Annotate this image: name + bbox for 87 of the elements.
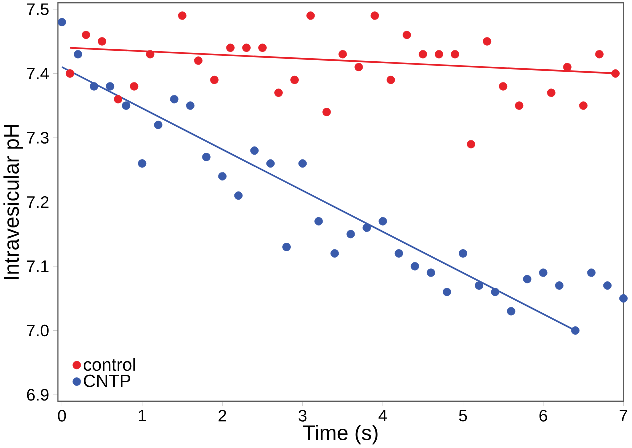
x-tick-label: 1	[139, 410, 146, 422]
point	[290, 76, 300, 84]
point	[146, 50, 155, 59]
point	[426, 268, 436, 278]
point	[114, 95, 123, 104]
point	[483, 37, 492, 46]
point	[274, 88, 283, 98]
point	[394, 249, 404, 258]
point	[362, 224, 372, 232]
x-tick-label: 5	[459, 410, 468, 422]
point	[418, 50, 428, 59]
point	[250, 146, 259, 155]
point	[178, 12, 187, 20]
point	[443, 288, 452, 296]
point	[386, 76, 396, 84]
point	[98, 37, 107, 46]
y-tick-label: 7.0	[27, 324, 49, 337]
point	[507, 307, 516, 316]
point	[226, 44, 235, 52]
x-tick-label: 6	[540, 410, 548, 422]
point	[579, 102, 588, 110]
point	[499, 82, 508, 91]
point	[571, 326, 580, 335]
point	[242, 44, 251, 52]
point	[515, 102, 524, 110]
point	[74, 50, 82, 59]
x-tick-label: 4	[378, 410, 388, 422]
point	[563, 62, 572, 72]
point	[410, 262, 420, 271]
y-tick-label: 7.3	[27, 132, 49, 144]
y-tick-label: 7.1	[27, 260, 49, 272]
point	[611, 69, 620, 78]
point	[210, 76, 219, 84]
y-tick-label: 6.9	[27, 389, 49, 401]
point	[266, 159, 275, 168]
point	[322, 108, 332, 116]
point	[194, 56, 203, 65]
point	[378, 217, 388, 226]
point	[539, 268, 548, 278]
point	[354, 62, 364, 72]
point	[467, 140, 476, 148]
point	[154, 120, 163, 130]
y-tick-label: 7.5	[27, 4, 49, 16]
x-axis-title: Time (s)	[303, 424, 378, 444]
point	[282, 242, 291, 252]
point	[82, 30, 90, 40]
x-tick-label: 3	[298, 410, 307, 422]
point	[523, 275, 532, 284]
x-tick-label: 0	[58, 410, 66, 422]
point	[170, 95, 179, 104]
point	[218, 172, 227, 181]
y-tick-label: 7.4	[27, 68, 50, 80]
point	[547, 88, 556, 98]
legend-label: CNTP	[84, 374, 130, 388]
point	[202, 152, 211, 162]
point	[58, 18, 66, 26]
point	[338, 50, 348, 59]
legend-label: control	[84, 358, 136, 371]
point	[595, 50, 604, 59]
point	[346, 230, 356, 238]
point	[314, 217, 324, 226]
point	[451, 50, 460, 59]
point	[475, 281, 484, 290]
point	[138, 159, 147, 168]
x-tick-label: 7	[620, 410, 628, 422]
y-axis-title: Intravesicular pH	[4, 124, 24, 280]
point	[330, 249, 340, 258]
point	[491, 288, 500, 296]
point	[306, 12, 316, 20]
point	[130, 82, 139, 91]
point	[603, 281, 612, 290]
point	[258, 44, 267, 52]
point	[186, 102, 195, 110]
point	[122, 102, 131, 110]
x-tick-label: 2	[218, 410, 226, 422]
point	[459, 249, 468, 258]
point	[555, 281, 564, 290]
point	[106, 82, 115, 91]
point	[90, 82, 98, 91]
y-tick-label: 7.2	[27, 196, 49, 208]
point	[587, 268, 596, 278]
point	[234, 191, 243, 200]
point	[434, 50, 444, 59]
point	[298, 159, 308, 168]
point	[402, 30, 412, 40]
point	[66, 69, 74, 78]
point	[370, 12, 380, 20]
